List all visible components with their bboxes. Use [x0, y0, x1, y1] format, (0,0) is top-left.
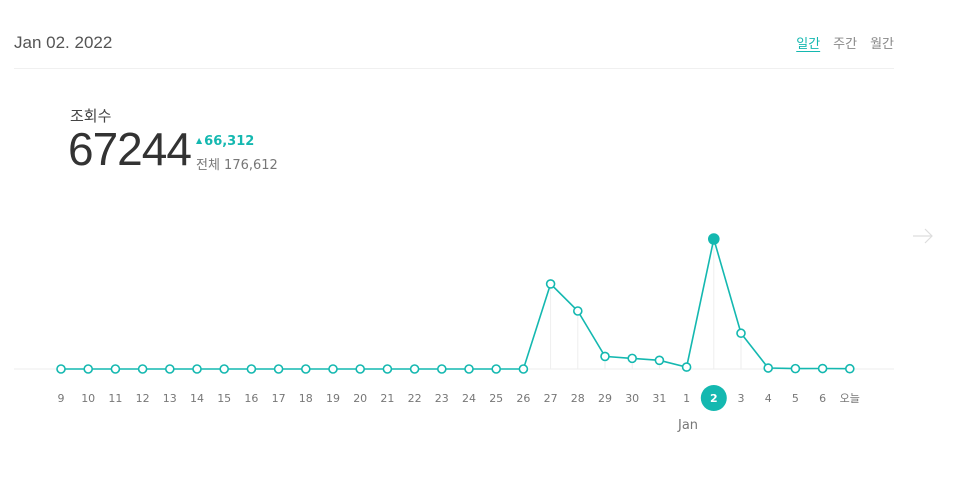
data-point[interactable]	[681, 362, 692, 372]
x-tick-label[interactable]: 27	[544, 392, 558, 405]
x-tick-label[interactable]: 19	[326, 392, 340, 405]
data-point[interactable]	[654, 355, 665, 366]
data-point[interactable]	[518, 364, 529, 374]
x-tick-label[interactable]: 2	[710, 392, 718, 405]
x-tick-label[interactable]: 9	[58, 392, 65, 405]
period-tabs: 일간 주간 월간	[796, 33, 894, 52]
x-tick-label[interactable]: 26	[516, 392, 530, 405]
x-tick-label[interactable]: 24	[462, 392, 476, 405]
data-point[interactable]	[707, 233, 720, 245]
x-tick-label[interactable]: 5	[792, 392, 799, 405]
triangle-up-icon: ▲	[196, 136, 203, 145]
data-point[interactable]	[328, 364, 338, 374]
data-point[interactable]	[273, 364, 284, 374]
data-point[interactable]	[817, 363, 828, 374]
data-point[interactable]	[382, 364, 393, 374]
x-tick-label[interactable]: 14	[190, 392, 204, 405]
x-tick-label[interactable]: 25	[489, 392, 503, 405]
metric-label: 조회수	[70, 107, 112, 125]
data-point[interactable]	[491, 364, 502, 374]
x-tick-label[interactable]: 1	[683, 392, 690, 405]
x-tick-label[interactable]: 15	[217, 392, 231, 405]
x-tick-label[interactable]: 오늘	[840, 392, 860, 405]
x-tick-label[interactable]: 30	[625, 392, 639, 405]
tab-daily[interactable]: 일간	[796, 37, 821, 52]
data-point[interactable]	[110, 364, 121, 374]
x-tick-label[interactable]: 22	[408, 392, 422, 405]
x-tick-label[interactable]: 18	[299, 392, 313, 405]
series-line	[61, 238, 850, 370]
data-point[interactable]	[600, 351, 610, 362]
data-point[interactable]	[137, 364, 148, 374]
month-label: Jan	[678, 418, 699, 433]
x-tick-label[interactable]: 13	[163, 392, 177, 405]
x-tick-label[interactable]: 12	[136, 392, 150, 405]
data-point[interactable]	[844, 363, 855, 374]
x-tick-label[interactable]: 6	[819, 392, 826, 405]
x-tick-label[interactable]: 28	[571, 392, 585, 405]
data-point[interactable]	[192, 364, 202, 374]
x-tick-label[interactable]: 31	[652, 392, 666, 405]
data-point[interactable]	[246, 364, 257, 374]
selected-day-marker	[700, 385, 727, 411]
header-divider	[14, 68, 894, 69]
data-points	[56, 233, 855, 374]
data-point[interactable]	[355, 364, 366, 374]
data-point[interactable]	[464, 364, 474, 374]
x-tick-label[interactable]: 21	[380, 392, 394, 405]
data-point[interactable]	[790, 363, 801, 374]
x-tick-label[interactable]: 20	[353, 392, 367, 405]
data-point[interactable]	[763, 363, 774, 373]
data-point[interactable]	[83, 364, 93, 374]
x-tick-label[interactable]: 23	[435, 392, 449, 405]
data-point[interactable]	[572, 306, 583, 316]
x-tick-label[interactable]: 29	[598, 392, 612, 405]
data-point[interactable]	[300, 364, 311, 374]
x-axis-labels: 9 10 11 12 13 14 15 16 17 18 19 20 21 22 23 24 25 26 27 28 2…	[58, 385, 860, 411]
data-point[interactable]	[165, 364, 175, 374]
data-point[interactable]	[627, 353, 638, 364]
metric-total: 전체 176,612	[196, 158, 278, 173]
metric-delta: ▲ 66,312	[196, 134, 254, 149]
x-tick-label[interactable]: 10	[81, 392, 95, 405]
data-point[interactable]	[736, 328, 746, 339]
x-tick-label[interactable]: 11	[108, 392, 122, 405]
tab-monthly[interactable]: 월간	[870, 37, 894, 52]
current-date: Jan 02. 2022	[14, 33, 113, 52]
x-tick-label[interactable]: 3	[738, 392, 745, 405]
drop-lines	[550, 244, 742, 369]
data-point[interactable]	[436, 364, 447, 374]
arrow-right-icon	[913, 228, 933, 244]
metric-value: 67244	[68, 123, 192, 175]
tab-weekly[interactable]: 주간	[833, 37, 858, 52]
x-tick-label[interactable]: 17	[272, 392, 286, 405]
next-button[interactable]	[910, 224, 936, 252]
data-point[interactable]	[545, 279, 556, 289]
x-tick-label[interactable]: 16	[244, 392, 258, 405]
x-tick-label[interactable]: 4	[765, 392, 772, 405]
data-point[interactable]	[219, 364, 229, 374]
metric-delta-value: 66,312	[204, 134, 255, 149]
data-point[interactable]	[409, 364, 420, 374]
data-point[interactable]	[56, 364, 66, 374]
